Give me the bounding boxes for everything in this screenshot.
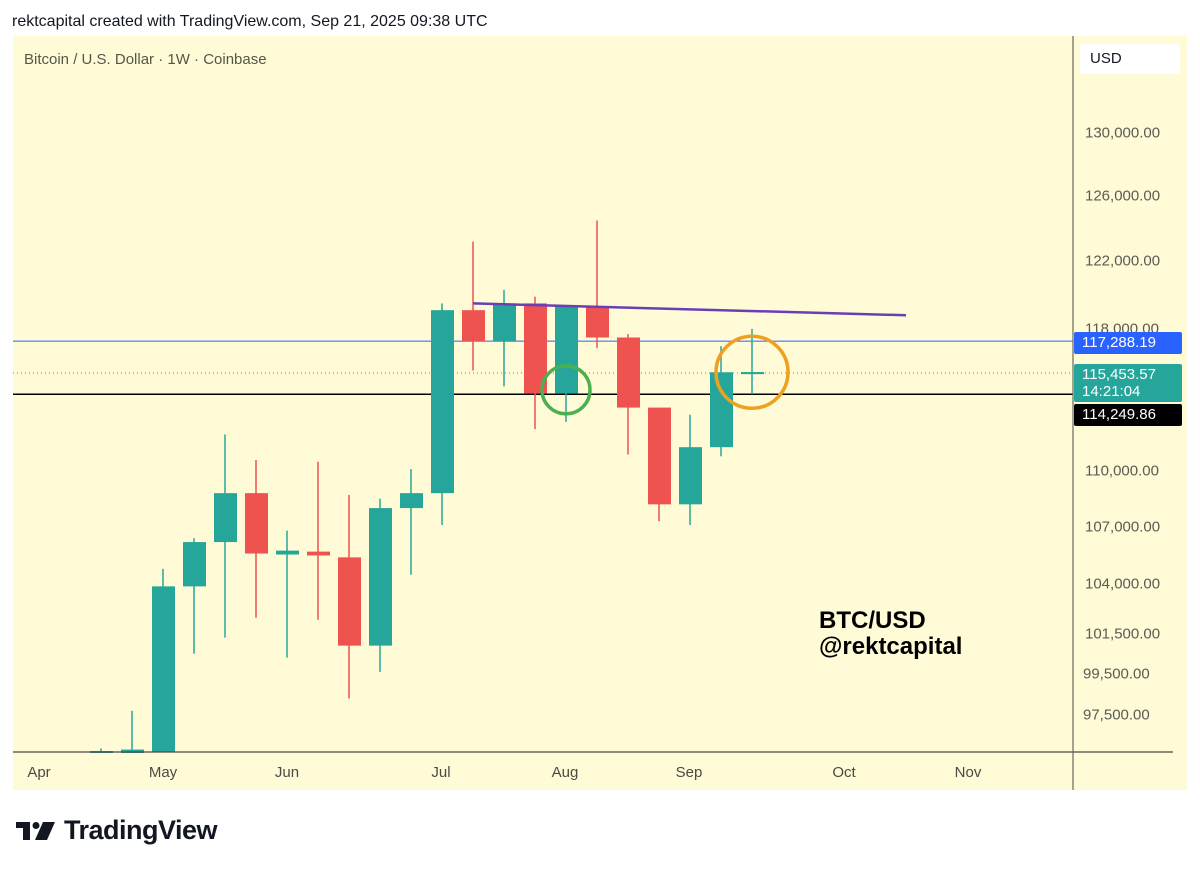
watermark-pair: BTC/USD [819,607,926,634]
y-tick-label: 97,500.00 [1083,706,1150,724]
symbol-label: Bitcoin / U.S. Dollar · 1W · Coinbase [24,51,267,68]
candle-body[interactable] [431,310,454,494]
x-tick-label: Jun [274,764,300,781]
candlestick-chart[interactable] [13,36,1187,790]
candle-body[interactable] [400,493,423,509]
x-tick-label: Sep [675,764,703,781]
y-tick-label: 110,000.00 [1085,462,1159,480]
candle-body[interactable] [555,306,578,394]
candle-body[interactable] [369,508,392,646]
x-tick-label: Oct [832,764,856,781]
trendline[interactable] [472,302,907,317]
candle-body[interactable] [741,372,764,375]
candle-body[interactable] [183,542,206,587]
candle-body[interactable] [214,493,237,543]
currency-label[interactable]: USD [1080,44,1180,74]
watermark-handle: @rektcapital [819,633,963,660]
x-tick-label: Jul [431,764,451,781]
orange-circle-annotation[interactable] [714,334,790,410]
candle-body[interactable] [152,586,175,752]
y-tick-label: 126,000.00 [1085,187,1161,205]
chart-caption: rektcapital created with TradingView.com… [12,13,488,30]
tradingview-logo[interactable]: TradingView [16,815,218,846]
y-tick-label: 122,000.00 [1085,252,1161,270]
candle-body[interactable] [121,749,144,753]
tradingview-logo-icon [16,821,55,840]
x-tick-label: Apr [27,764,51,781]
candle-body[interactable] [276,550,299,555]
candle-body[interactable] [307,551,330,556]
candle-body[interactable] [524,303,547,394]
price-tag-blue-line: 117,288.19 [1074,332,1182,354]
green-circle-annotation[interactable] [540,364,592,416]
y-tick-label: 130,000.00 [1085,124,1161,142]
candle-body[interactable] [617,337,640,408]
candle-body[interactable] [462,310,485,341]
candle-body[interactable] [338,557,361,646]
candle-body[interactable] [679,447,702,505]
y-tick-label: 99,500.00 [1083,665,1150,683]
last-price-value: 115,453.57 [1082,366,1156,383]
watermark-text: BTC/USD @rektcapital [819,608,962,660]
bar-countdown: 14:21:04 [1082,383,1141,400]
x-tick-label: May [148,764,178,781]
candle-body[interactable] [245,493,268,554]
candle-body[interactable] [586,306,609,338]
candle-body[interactable] [648,407,671,505]
price-tag-black-line: 114,249.86 [1074,404,1182,426]
y-tick-label: 101,500.00 [1085,625,1161,643]
chart-panel[interactable]: Bitcoin / U.S. Dollar · 1W · Coinbase US… [13,36,1187,790]
x-tick-label: Nov [954,764,982,781]
x-tick-label: Aug [551,764,579,781]
y-tick-label: 104,000.00 [1085,575,1161,593]
candle-body[interactable] [493,303,516,341]
candle-body[interactable] [710,372,733,448]
price-tag-last-price: 115,453.57 14:21:04 [1074,364,1182,402]
brand-name: TradingView [64,815,218,845]
y-tick-label: 107,000.00 [1085,518,1161,536]
